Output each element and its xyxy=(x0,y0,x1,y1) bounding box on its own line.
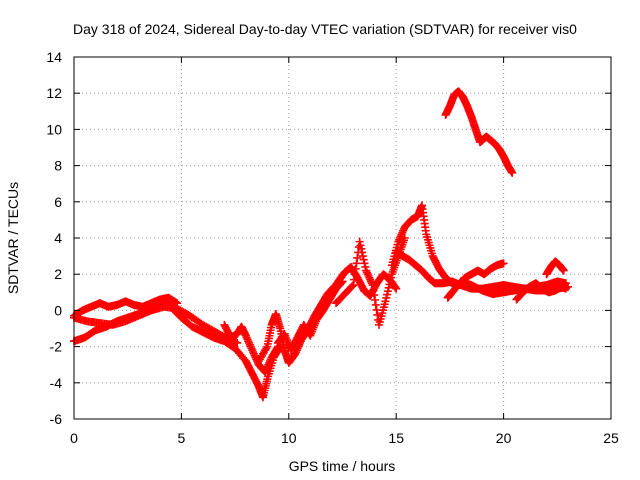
data-point xyxy=(263,362,272,371)
data-point xyxy=(359,255,368,264)
data-point xyxy=(395,235,404,244)
axis-ticks: 0 5 10 15 20 25 -6 -4 -2 0 2 4 6 8 10 12 14 xyxy=(46,49,619,446)
data-point xyxy=(244,337,253,346)
data-point xyxy=(273,343,282,352)
data-point xyxy=(350,275,359,284)
y-tick-label: 8 xyxy=(54,158,62,174)
x-tick-label: 5 xyxy=(178,430,186,446)
data-point xyxy=(367,279,376,288)
data-point xyxy=(364,272,373,281)
data-point xyxy=(262,364,271,373)
data-point xyxy=(357,244,366,253)
series-arc-15 xyxy=(542,257,568,279)
y-tick-label: -6 xyxy=(50,411,63,427)
data-point xyxy=(394,237,403,246)
data-point xyxy=(396,232,405,241)
data-point xyxy=(370,291,379,300)
data-point xyxy=(265,358,274,367)
grid xyxy=(74,57,611,419)
data-point xyxy=(369,286,378,295)
y-tick-label: 14 xyxy=(46,49,62,65)
data-point xyxy=(249,348,258,357)
data-point xyxy=(348,282,357,291)
data-point xyxy=(499,259,508,268)
y-tick-label: 12 xyxy=(46,85,62,101)
data-point xyxy=(264,360,273,369)
data-point xyxy=(391,283,400,292)
series-arc-2 xyxy=(70,293,182,320)
y-tick-label: -2 xyxy=(50,339,63,355)
data-point xyxy=(292,348,301,357)
data-point xyxy=(351,264,360,273)
series-arc-14 xyxy=(512,279,570,304)
data-point xyxy=(250,351,259,360)
x-axis-title: GPS time / hours xyxy=(289,458,396,474)
data-point xyxy=(366,275,375,284)
y-tick-label: 4 xyxy=(54,230,62,246)
series-arc-16 xyxy=(441,87,517,177)
data-point xyxy=(508,168,517,177)
x-tick-label: 15 xyxy=(388,430,404,446)
data-point xyxy=(262,344,271,353)
x-tick-label: 0 xyxy=(70,430,78,446)
x-tick-label: 25 xyxy=(603,430,619,446)
y-tick-label: 2 xyxy=(54,266,62,282)
series-arc-5 xyxy=(220,320,283,376)
data-point xyxy=(261,367,270,376)
data-point xyxy=(358,252,367,261)
data-point xyxy=(561,284,570,293)
data-point xyxy=(397,230,406,239)
data-point xyxy=(363,270,372,279)
data-point xyxy=(291,349,300,358)
y-tick-label: 0 xyxy=(54,302,62,318)
data-point xyxy=(398,228,407,237)
data-point xyxy=(243,335,252,344)
data-point xyxy=(245,338,254,347)
data-point xyxy=(349,281,358,290)
data-point xyxy=(350,270,359,279)
chart-title: Day 318 of 2024, Sidereal Day-to-day VTE… xyxy=(73,21,577,37)
data-point xyxy=(246,342,255,351)
x-tick-label: 10 xyxy=(281,430,297,446)
series-arc-6 xyxy=(254,282,338,367)
series-arc-3 xyxy=(70,302,242,347)
data-point xyxy=(360,259,369,268)
data-point xyxy=(358,248,367,257)
data-point xyxy=(242,333,251,342)
data-point xyxy=(370,295,379,304)
y-tick-label: 10 xyxy=(46,121,62,137)
data-points xyxy=(70,87,573,402)
data-point xyxy=(356,241,365,250)
data-point xyxy=(261,366,270,375)
data-point xyxy=(371,300,380,309)
data-point xyxy=(362,268,371,277)
data-point xyxy=(245,340,254,349)
data-point xyxy=(361,262,370,271)
data-point xyxy=(366,277,375,286)
y-tick-label: -4 xyxy=(50,375,63,391)
series-arc-9 xyxy=(332,234,409,329)
data-point xyxy=(355,237,364,246)
data-point xyxy=(368,281,377,290)
data-point xyxy=(559,266,568,275)
data-point xyxy=(241,331,250,340)
data-point xyxy=(362,266,371,275)
data-point xyxy=(399,226,408,235)
data-point xyxy=(373,310,382,319)
data-point xyxy=(365,273,374,282)
data-point xyxy=(266,357,275,366)
data-point xyxy=(248,346,257,355)
data-point xyxy=(233,338,242,347)
y-axis-title: SDTVAR / TECUs xyxy=(5,182,21,294)
data-point xyxy=(352,259,361,268)
x-tick-label: 20 xyxy=(496,430,512,446)
data-point xyxy=(247,344,256,353)
y-tick-label: 6 xyxy=(54,194,62,210)
data-point xyxy=(249,349,258,358)
data-point xyxy=(353,253,362,262)
data-point xyxy=(395,234,404,242)
data-point xyxy=(392,284,401,293)
